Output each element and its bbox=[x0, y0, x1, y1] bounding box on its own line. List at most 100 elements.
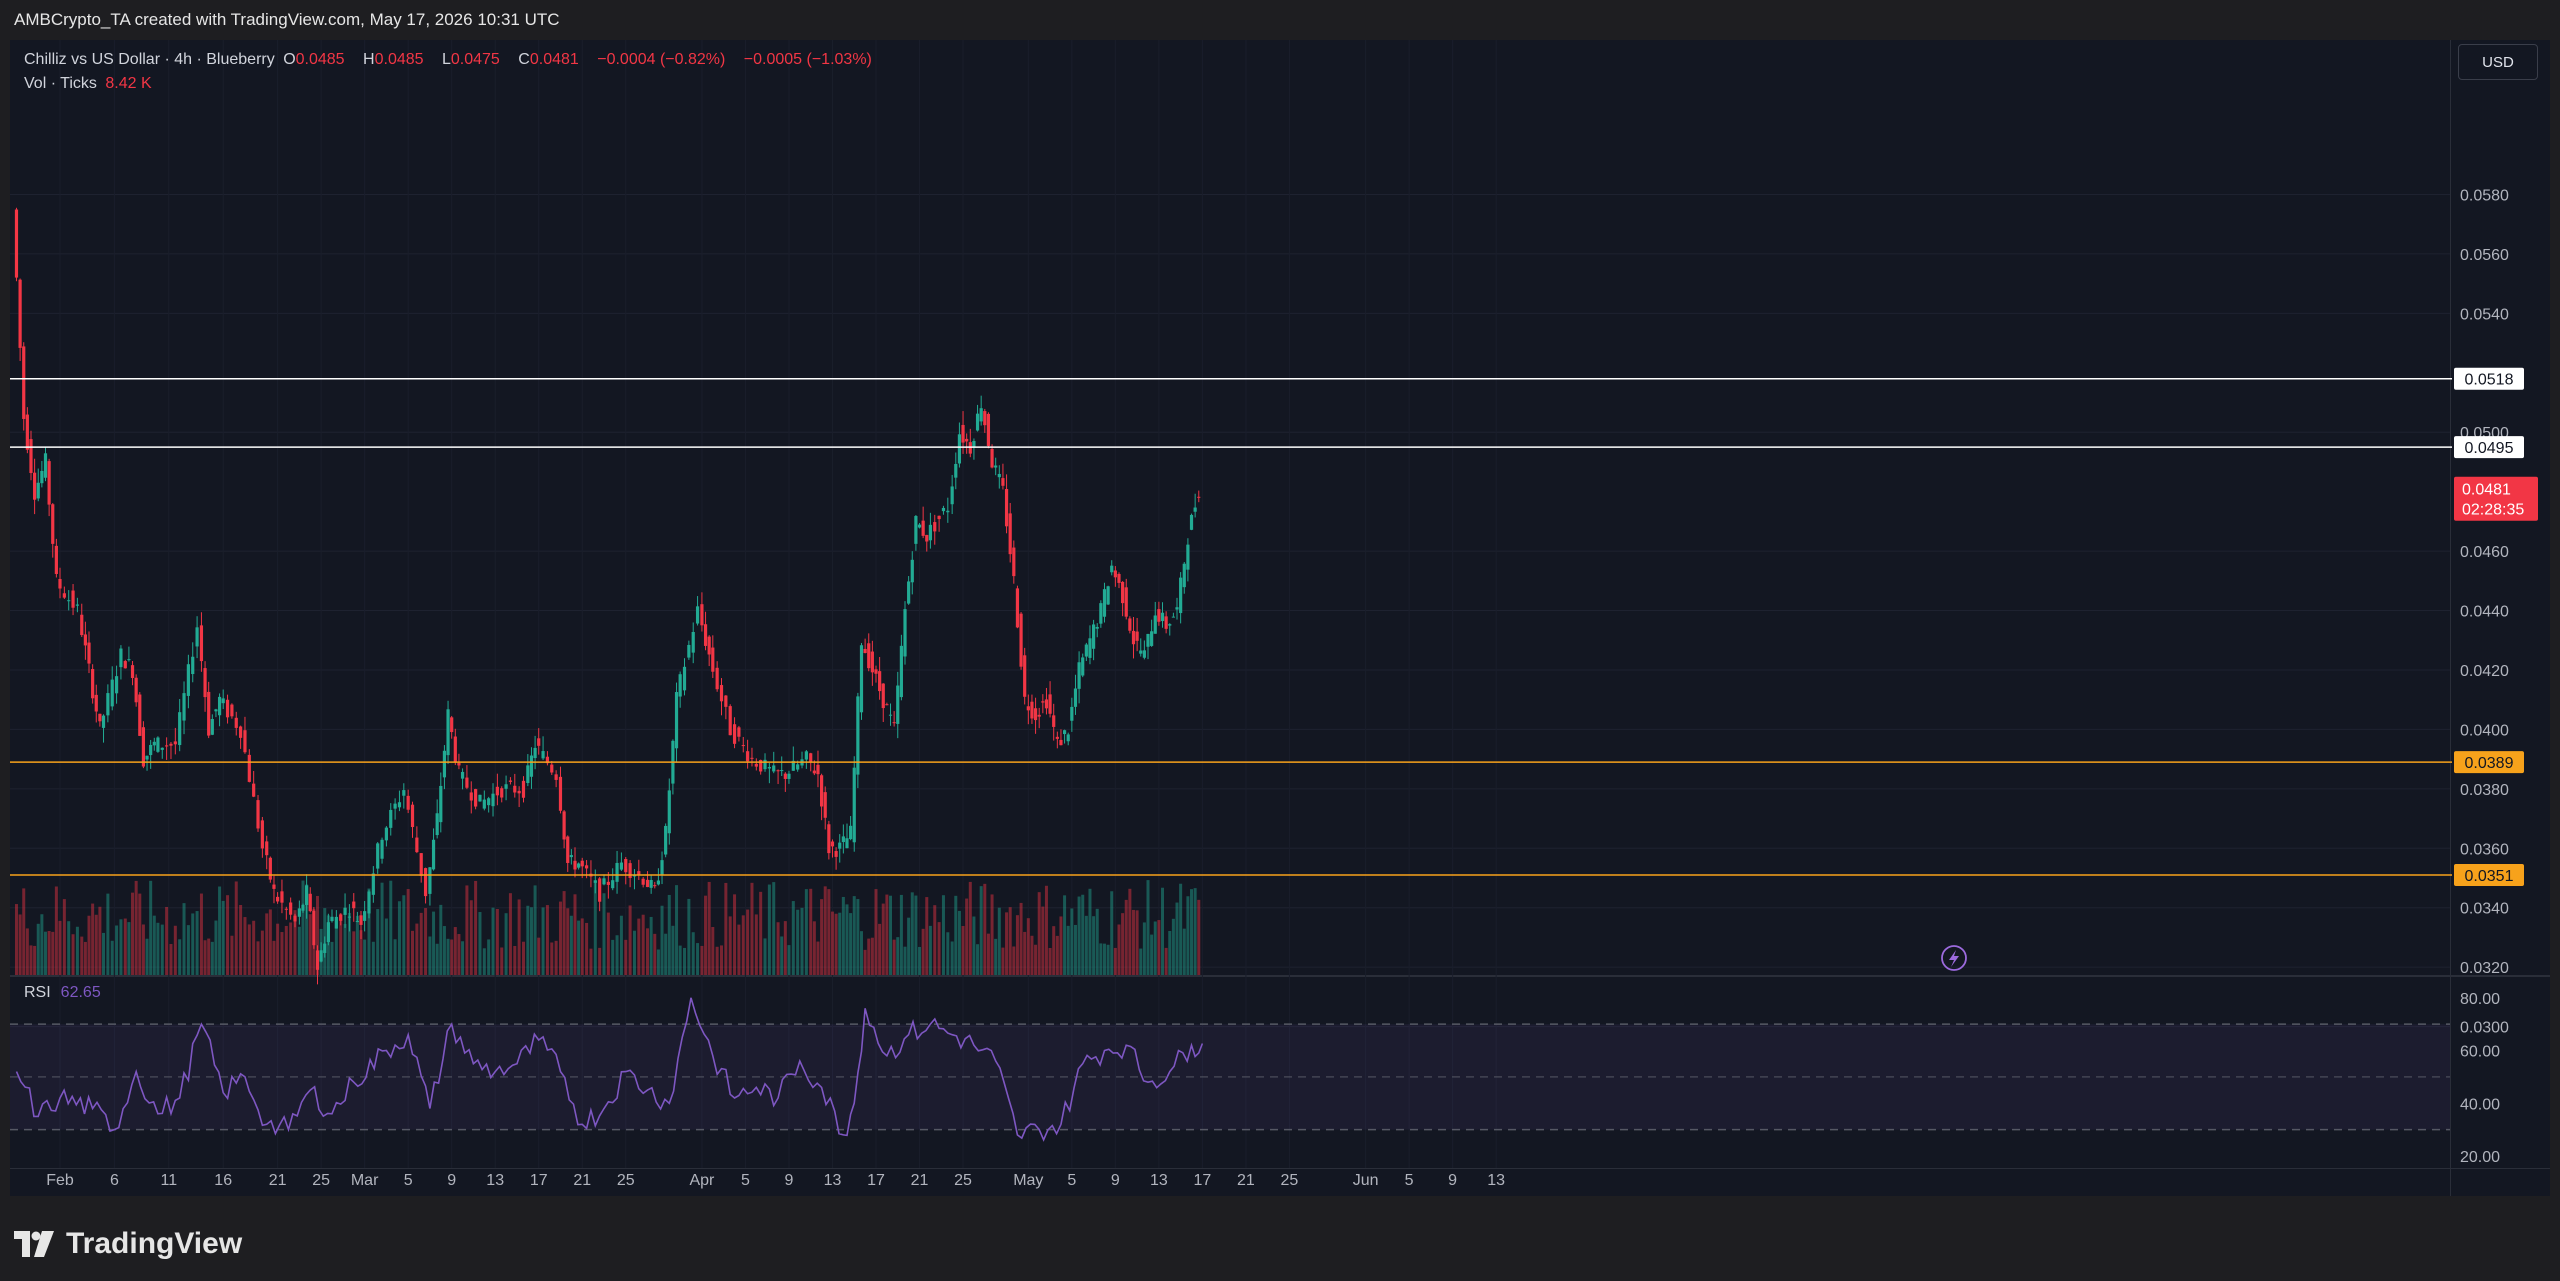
candle-body bbox=[754, 763, 758, 767]
volume-bar bbox=[845, 904, 849, 975]
volume-bar bbox=[589, 948, 593, 975]
volume-bar bbox=[1012, 946, 1016, 975]
price-tick-label: 0.0560 bbox=[2460, 247, 2509, 264]
candle-body bbox=[123, 661, 127, 669]
volume-bar bbox=[1186, 896, 1190, 975]
candle-body bbox=[859, 645, 864, 713]
candle-body bbox=[637, 871, 641, 875]
tradingview-logo[interactable]: TradingView bbox=[14, 1224, 242, 1264]
volume-bar bbox=[678, 945, 682, 975]
volume-bar bbox=[67, 921, 71, 975]
volume-value: 8.42 K bbox=[105, 75, 152, 92]
volume-bar bbox=[554, 940, 558, 975]
close-label: C bbox=[518, 51, 530, 68]
candle-body bbox=[169, 743, 173, 746]
candle-body bbox=[14, 209, 19, 278]
candle-body bbox=[1128, 618, 1132, 631]
chart-pane[interactable]: 0.0580 0.0560 0.0540 0.0500 0.0460 0.0440 0.04… bbox=[10, 40, 2550, 1196]
candle-body bbox=[67, 600, 71, 602]
volume-bar bbox=[284, 925, 288, 975]
rsi-line bbox=[15, 997, 1204, 1142]
volume-bar bbox=[40, 914, 44, 975]
volume-bar bbox=[173, 925, 177, 975]
volume-bar bbox=[239, 904, 243, 975]
price-tick-label: 0.0580 bbox=[2460, 187, 2509, 204]
volume-bar bbox=[29, 945, 33, 975]
volume-bar bbox=[1048, 947, 1052, 975]
time-tick-label: Mar bbox=[351, 1172, 379, 1189]
time-tick-label: 5 bbox=[1067, 1172, 1076, 1189]
candle-body bbox=[787, 773, 791, 779]
volume-bar bbox=[870, 937, 874, 975]
candle-body bbox=[83, 634, 87, 646]
volume-bar bbox=[763, 938, 767, 975]
candle-body bbox=[1142, 650, 1146, 658]
volume-bar bbox=[830, 911, 834, 975]
volume-bar bbox=[921, 928, 925, 975]
volume-bar bbox=[1044, 885, 1048, 975]
candle-body bbox=[602, 878, 606, 885]
volume-bar bbox=[500, 947, 504, 975]
candle-body bbox=[508, 780, 513, 782]
candle-body bbox=[957, 434, 962, 464]
volume-bar bbox=[308, 914, 312, 975]
volume-bar bbox=[667, 894, 671, 975]
volume-bar bbox=[804, 889, 808, 975]
candle-body bbox=[537, 738, 541, 746]
volume-bar bbox=[660, 905, 664, 975]
volume-bar bbox=[841, 896, 845, 975]
volume-bar bbox=[950, 941, 954, 975]
volume-bar bbox=[301, 880, 305, 975]
volume-bar bbox=[252, 920, 256, 975]
level-tag bbox=[2454, 367, 2524, 390]
candle-body bbox=[728, 706, 732, 736]
volume-bar bbox=[415, 923, 419, 975]
volume-bar bbox=[566, 908, 570, 975]
candle-body bbox=[43, 453, 48, 478]
candle-body bbox=[946, 510, 950, 513]
tradingview-logo-text: TradingView bbox=[66, 1227, 243, 1260]
chart-canvas[interactable]: 0.05800.05600.05400.05000.04600.04400.04… bbox=[10, 40, 2550, 1196]
volume-bar bbox=[495, 908, 499, 975]
open-value: 0.0485 bbox=[295, 51, 345, 68]
candle-body bbox=[453, 736, 457, 762]
volume-bar bbox=[976, 944, 980, 975]
candle-body bbox=[1077, 662, 1081, 689]
candle-body bbox=[384, 827, 388, 841]
volume-bar bbox=[937, 922, 941, 975]
volume-bar bbox=[881, 903, 885, 975]
volume-bar bbox=[628, 905, 632, 975]
volume-bar bbox=[687, 898, 691, 975]
candle-body bbox=[1168, 624, 1172, 626]
candle-body bbox=[326, 922, 330, 943]
candle-body bbox=[700, 604, 704, 626]
time-tick-label: 21 bbox=[1237, 1172, 1255, 1189]
time-tick-label: 17 bbox=[867, 1172, 885, 1189]
volume-bar bbox=[675, 885, 679, 975]
volume-bar bbox=[619, 915, 623, 975]
symbol-title[interactable]: Chilliz vs US Dollar · 4h · Blueberry bbox=[24, 51, 275, 68]
volume-bar bbox=[339, 913, 343, 975]
volume-bar bbox=[750, 882, 754, 975]
candle-body bbox=[239, 726, 243, 738]
footer: TradingView bbox=[0, 1196, 2560, 1281]
candle-body bbox=[881, 683, 885, 709]
volume-bar bbox=[889, 895, 893, 975]
rsi-label[interactable]: RSI bbox=[24, 984, 51, 1001]
currency-button[interactable]: USD bbox=[2458, 44, 2538, 80]
volume-label[interactable]: Vol · Ticks bbox=[24, 75, 97, 92]
volume-bar bbox=[1095, 908, 1099, 975]
candle-body bbox=[856, 696, 860, 775]
volume-bar bbox=[149, 880, 153, 975]
candle-body bbox=[741, 745, 745, 747]
candle-body bbox=[110, 679, 114, 707]
candle-body bbox=[737, 727, 741, 737]
candle-body bbox=[33, 472, 37, 500]
countdown-label: 02:28:35 bbox=[2462, 502, 2524, 519]
volume-bar bbox=[442, 926, 446, 975]
volume-bar bbox=[885, 894, 889, 975]
volume-bar bbox=[293, 910, 297, 975]
candle-body bbox=[954, 463, 958, 478]
volume-bar bbox=[98, 906, 102, 975]
volume-bar bbox=[384, 918, 388, 975]
